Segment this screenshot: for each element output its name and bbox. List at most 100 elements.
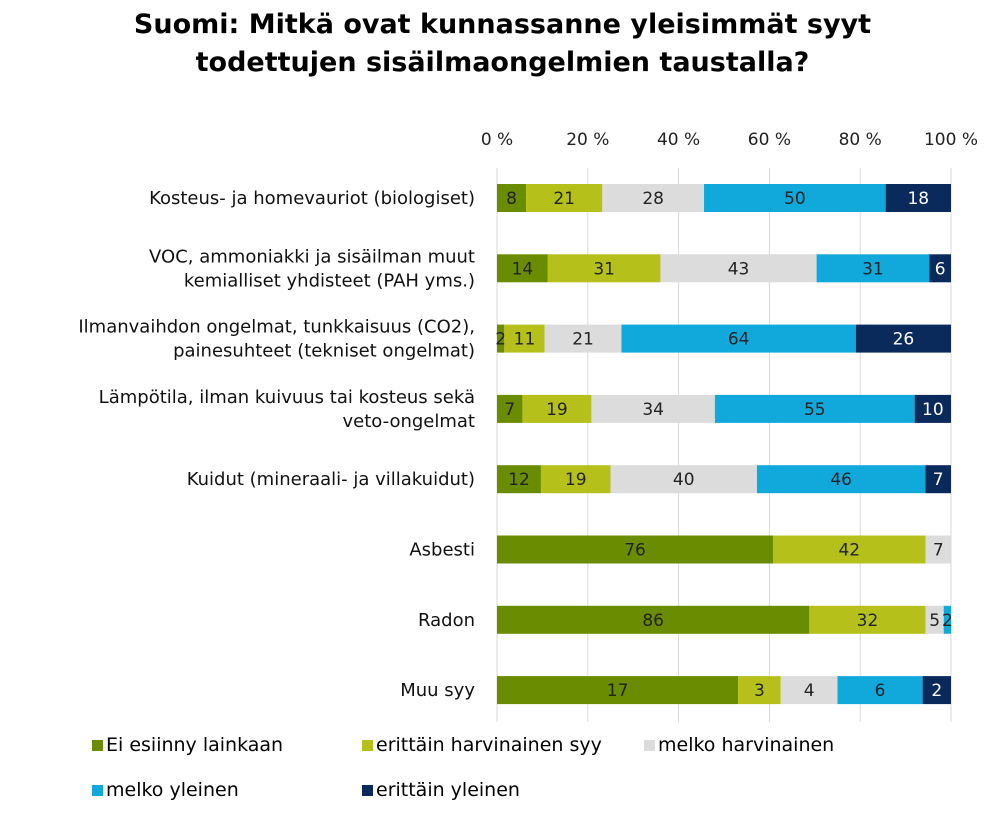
data-label: 64 <box>728 330 750 350</box>
bar-segment <box>704 184 886 212</box>
data-label: 10 <box>922 400 944 420</box>
legend-item: melko yleinen <box>92 779 239 801</box>
bar-segment <box>497 465 541 494</box>
bar-segment <box>621 324 856 353</box>
category-label: Ilmanvaihdon ongelmat, tunkkaisuus (CO2)… <box>78 317 475 338</box>
x-tick-label: 80 % <box>839 130 882 150</box>
bar-segment <box>547 254 661 283</box>
category-label: Muu syy <box>400 680 475 701</box>
category-label: Kosteus- ja homevauriot (biologiset) <box>149 188 475 209</box>
legend-item: erittäin harvinainen syy <box>362 734 602 756</box>
data-label: 31 <box>593 259 615 279</box>
x-tick-label: 60 % <box>748 130 791 150</box>
data-label: 21 <box>572 330 594 350</box>
data-label: 42 <box>838 541 860 561</box>
data-label: 26 <box>893 330 915 350</box>
legend-label: melko yleinen <box>106 779 239 801</box>
gridlines <box>496 168 952 722</box>
bar-segment <box>497 184 527 212</box>
data-label: 8 <box>506 189 517 209</box>
bar-segment <box>497 676 739 705</box>
data-label: 55 <box>804 400 826 420</box>
bar-segment <box>885 184 951 212</box>
data-label: 4 <box>804 681 815 701</box>
category-label: kemialliset yhdisteet (PAH yms.) <box>184 270 475 291</box>
legend-item: Ei esiinny lainkaan <box>92 734 283 756</box>
bar-segment <box>544 324 622 353</box>
category-label: VOC, ammoniakki ja sisäilman muut <box>149 246 475 267</box>
data-label: 17 <box>607 681 629 701</box>
data-label: 3 <box>754 681 765 701</box>
data-label: 40 <box>673 470 695 490</box>
chart-title-line-1: Suomi: Mitkä ovat kunnassanne yleisimmät… <box>133 9 872 40</box>
data-label: 14 <box>512 259 534 279</box>
x-tick-label: 40 % <box>657 130 700 150</box>
bar-segment <box>837 676 923 705</box>
data-label: 11 <box>514 330 536 350</box>
x-tick-label: 100 % <box>924 130 978 150</box>
data-label: 7 <box>504 400 515 420</box>
data-label: 6 <box>935 259 946 279</box>
bar-segment <box>497 324 505 353</box>
chart-title-line-2: todettujen sisäilmaongelmien taustalla? <box>195 47 810 78</box>
data-label: 32 <box>857 611 879 631</box>
legend-swatch <box>644 739 655 751</box>
bar-segment <box>497 254 548 283</box>
bar-segment <box>660 254 817 283</box>
data-label: 46 <box>830 470 852 490</box>
legend-label: erittäin harvinainen syy <box>376 734 602 756</box>
bar-segment <box>855 324 951 353</box>
data-label: 18 <box>907 189 929 209</box>
category-labels: Kosteus- ja homevauriot (biologiset) VOC,… <box>78 188 475 701</box>
category-label: Lämpötila, ilman kuivuus tai kosteus sek… <box>99 387 475 408</box>
data-label: 2 <box>942 611 953 631</box>
bar-segment <box>602 184 705 212</box>
legend-label: melko harvinainen <box>658 734 835 756</box>
bar-segment <box>773 535 926 564</box>
bar-segment <box>591 394 715 423</box>
bar-segment <box>714 394 915 423</box>
data-label: 34 <box>642 400 664 420</box>
x-tick-label: 0 % <box>481 130 513 150</box>
data-label: 86 <box>642 611 664 631</box>
data-label: 12 <box>508 470 530 490</box>
bar-segment <box>610 465 757 494</box>
data-label: 6 <box>875 681 886 701</box>
data-label: 28 <box>642 189 664 209</box>
bar-segment <box>504 324 545 353</box>
category-label: veto-ongelmat <box>342 411 475 432</box>
bar-segment <box>522 394 592 423</box>
bar-segment <box>497 535 774 564</box>
bar-segment <box>925 605 944 634</box>
data-label: 50 <box>784 189 806 209</box>
chart-title: Suomi: Mitkä ovat kunnassanne yleisimmät… <box>0 6 1005 82</box>
legend-swatch <box>92 739 103 751</box>
bar-segment <box>526 184 603 212</box>
bar-segment <box>756 465 926 494</box>
bar-segment <box>914 394 951 423</box>
legend-item: melko harvinainen <box>644 734 834 756</box>
data-label: 19 <box>546 400 568 420</box>
category-label: Kuidut (mineraali- ja villakuidut) <box>187 469 475 490</box>
legend-swatch <box>362 784 373 796</box>
legend-label: Ei esiinny lainkaan <box>106 734 284 756</box>
bar-segment <box>540 465 611 494</box>
bar-segment <box>497 605 810 634</box>
category-label: Radon <box>418 610 475 631</box>
x-tick-label: 20 % <box>566 130 609 150</box>
data-label: 2 <box>495 330 506 350</box>
legend-swatch <box>92 784 103 796</box>
bar-segment <box>497 394 523 423</box>
bar-segment <box>809 605 926 634</box>
bar-segment <box>780 676 838 705</box>
bar-segment <box>738 676 781 705</box>
bar-segment <box>943 605 951 634</box>
data-label: 31 <box>862 259 884 279</box>
data-label: 19 <box>565 470 587 490</box>
bar-segment <box>925 535 951 564</box>
bar-segment <box>925 465 951 494</box>
category-label: Asbesti <box>409 540 475 561</box>
x-axis-ticks: 0 % 20 % 40 % 60 % 80 % 100 % <box>481 130 978 150</box>
